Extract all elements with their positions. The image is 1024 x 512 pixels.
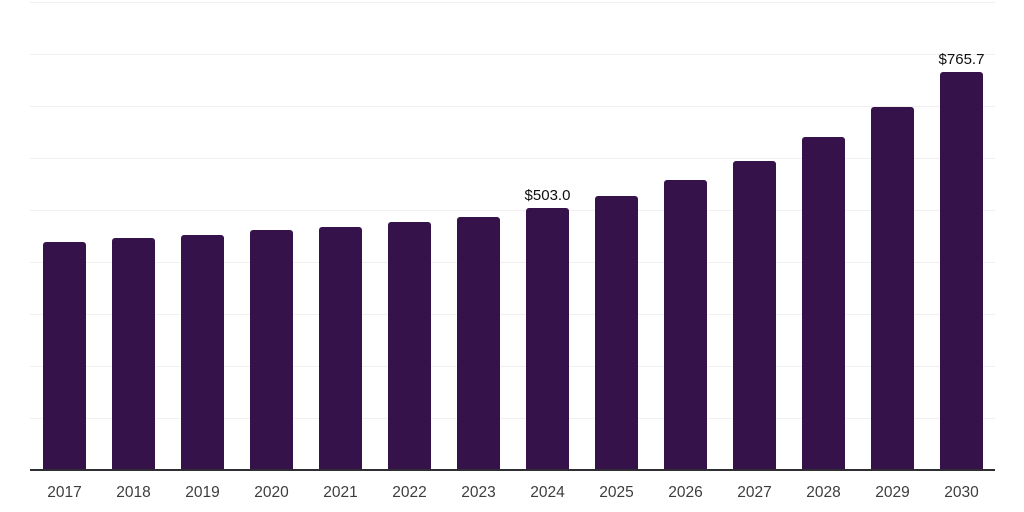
x-tick-label-2019: 2019 <box>185 484 220 501</box>
bar-2027 <box>733 160 776 470</box>
gridline-300 <box>30 314 995 315</box>
gridline-700 <box>30 106 995 107</box>
x-tick-label-2026: 2026 <box>668 484 703 501</box>
x-tick-label-2030: 2030 <box>944 484 979 501</box>
gridline-500 <box>30 210 995 211</box>
x-tick-label-2024: 2024 <box>530 484 565 501</box>
bar-2019 <box>181 234 224 470</box>
x-tick-label-2027: 2027 <box>737 484 772 501</box>
bar-2017 <box>43 241 86 470</box>
x-tick-label-2018: 2018 <box>116 484 151 501</box>
bar-2021 <box>319 227 362 470</box>
x-axis-line <box>30 469 995 471</box>
x-tick-label-2029: 2029 <box>875 484 910 501</box>
x-tick-label-2022: 2022 <box>392 484 427 501</box>
bar-2025 <box>595 195 638 470</box>
gridline-100 <box>30 418 995 419</box>
bar-2024 <box>526 208 569 470</box>
x-tick-label-2025: 2025 <box>599 484 634 501</box>
bar-value-label-2030: $765.7 <box>938 50 985 68</box>
gridline-900 <box>30 2 995 3</box>
bar-2028 <box>802 137 845 470</box>
gridline-800 <box>30 54 995 55</box>
x-tick-label-2017: 2017 <box>47 484 82 501</box>
bar-2026 <box>664 179 707 470</box>
bar-2022 <box>388 222 431 470</box>
bar-value-label-2024: $503.0 <box>524 187 571 205</box>
x-tick-label-2023: 2023 <box>461 484 496 501</box>
bar-2018 <box>112 238 155 470</box>
bar-2023 <box>457 217 500 470</box>
gridline-400 <box>30 262 995 263</box>
gridline-600 <box>30 158 995 159</box>
x-tick-label-2021: 2021 <box>323 484 358 501</box>
x-tick-label-2020: 2020 <box>254 484 289 501</box>
bar-2029 <box>871 107 914 470</box>
gridline-200 <box>30 366 995 367</box>
bar-2030 <box>940 71 983 470</box>
x-tick-label-2028: 2028 <box>806 484 841 501</box>
bar-2020 <box>250 230 293 470</box>
